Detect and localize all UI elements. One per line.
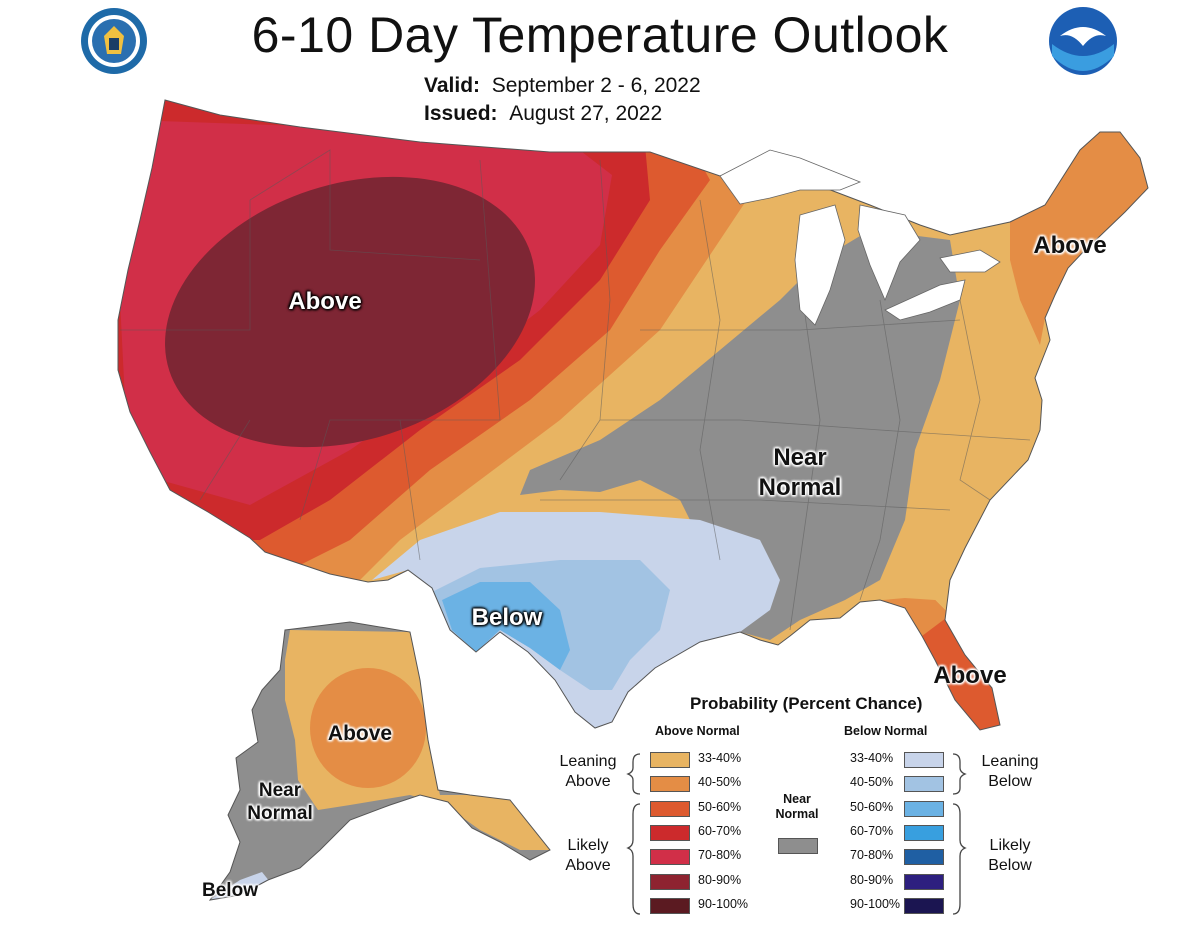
valid-dates: Valid: September 2 - 6, 2022 bbox=[424, 74, 701, 98]
above-bin-label-0: 33-40% bbox=[698, 751, 742, 765]
label-west-above: Above bbox=[288, 288, 362, 315]
above-bin-swatch-1 bbox=[650, 776, 690, 793]
below-bin-label-1: 40-50% bbox=[850, 775, 894, 790]
legend-near-normal-label: Near Normal bbox=[772, 792, 822, 822]
label-central-normal: Normal bbox=[758, 474, 842, 501]
below-bin-swatch-6 bbox=[904, 897, 944, 914]
leaning-above-line1: Leaning bbox=[559, 753, 617, 770]
above-bin-label-2: 50-60% bbox=[698, 799, 742, 814]
below-bin-label-2: 50-60% bbox=[850, 799, 894, 814]
issued-date: Issued: August 27, 2022 bbox=[424, 102, 662, 126]
legend-braces bbox=[626, 753, 967, 915]
label-florida-above: Above bbox=[933, 662, 1007, 689]
likely-below-line2: Below bbox=[988, 857, 1032, 874]
below-bin-swatch-5 bbox=[904, 873, 944, 890]
above-bin-label-3: 60-70% bbox=[698, 823, 742, 838]
below-bin-swatch-0 bbox=[904, 752, 944, 768]
near-normal-line1: Near bbox=[783, 792, 811, 806]
near-normal-swatch bbox=[778, 838, 818, 854]
leaning-above-line2: Above bbox=[565, 773, 611, 790]
likely-above-line2: Above bbox=[565, 857, 611, 874]
label-northeast-above: Above bbox=[1033, 232, 1107, 259]
label-alaska-near: Near bbox=[258, 780, 302, 801]
leaning-below-line2: Below bbox=[988, 773, 1032, 790]
above-bin-swatch-3 bbox=[650, 824, 690, 841]
below-bin-label-3: 60-70% bbox=[850, 823, 894, 838]
group-leaning-below: Leaning Below bbox=[970, 752, 1050, 792]
leaning-below-line1: Leaning bbox=[981, 753, 1039, 770]
group-leaning-above: Leaning Above bbox=[548, 752, 628, 792]
issued-label: Issued: bbox=[424, 102, 498, 125]
valid-value: September 2 - 6, 2022 bbox=[491, 74, 701, 97]
legend: Probability (Percent Chance) Above Norma… bbox=[540, 690, 1038, 925]
below-bin-swatch-2 bbox=[904, 800, 944, 817]
above-bin-swatch-4 bbox=[650, 849, 690, 866]
likely-below-line1: Likely bbox=[989, 837, 1031, 854]
above-bin-label-6: 90-100% bbox=[698, 896, 749, 911]
issued-value: August 27, 2022 bbox=[509, 102, 663, 125]
valid-label: Valid: bbox=[424, 74, 481, 97]
below-bin-label-5: 80-90% bbox=[850, 872, 894, 887]
above-bin-swatch-2 bbox=[650, 800, 690, 817]
below-bin-swatch-4 bbox=[904, 849, 944, 866]
label-texas-below: Below bbox=[471, 604, 543, 631]
label-central-near: Near bbox=[773, 444, 827, 471]
below-bin-label-4: 70-80% bbox=[850, 848, 894, 863]
near-normal-line2: Normal bbox=[775, 807, 819, 821]
page-title: 6-10 Day Temperature Outlook bbox=[251, 7, 949, 63]
commerce-seal-icon bbox=[79, 6, 149, 76]
likely-above-line1: Likely bbox=[567, 837, 609, 854]
above-bin-swatch-5 bbox=[650, 873, 690, 890]
above-bin-swatch-0 bbox=[650, 752, 690, 768]
group-likely-above: Likely Above bbox=[548, 836, 628, 876]
above-bin-label-4: 70-80% bbox=[698, 848, 742, 863]
below-bin-swatch-1 bbox=[904, 776, 944, 793]
group-likely-below: Likely Below bbox=[970, 836, 1050, 876]
legend-title: Probability (Percent Chance) bbox=[690, 694, 923, 713]
above-bin-label-5: 80-90% bbox=[698, 872, 742, 887]
above-bin-label-1: 40-50% bbox=[698, 775, 742, 790]
below-bin-label-6: 90-100% bbox=[850, 896, 901, 911]
legend-below-header: Below Normal bbox=[844, 724, 928, 738]
label-alaska-normal: Normal bbox=[247, 803, 313, 824]
label-alaska-below: Below bbox=[202, 880, 258, 901]
legend-above-header: Above Normal bbox=[655, 724, 740, 738]
label-alaska-above: Above bbox=[327, 722, 393, 745]
above-bin-swatch-6 bbox=[650, 897, 690, 914]
below-bin-swatch-3 bbox=[904, 824, 944, 841]
noaa-logo-icon bbox=[1048, 6, 1118, 76]
below-bin-label-0: 33-40% bbox=[850, 751, 894, 765]
